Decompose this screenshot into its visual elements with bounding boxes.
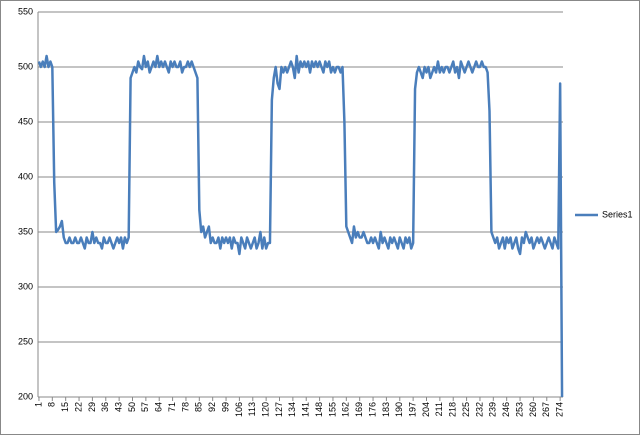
x-tick-label: 260 xyxy=(528,402,538,417)
x-tick-label: 15 xyxy=(60,402,70,412)
x-tick-label: 106 xyxy=(234,402,244,417)
x-tick-label: 64 xyxy=(154,402,164,412)
x-tick-label: 246 xyxy=(501,402,511,417)
series-line xyxy=(37,54,564,398)
x-tick-label: 176 xyxy=(367,402,377,417)
x-tick-label: 99 xyxy=(220,402,230,412)
x-tick-label: 36 xyxy=(100,402,110,412)
x-tick-label: 204 xyxy=(421,402,431,417)
x-tick-label: 232 xyxy=(474,402,484,417)
x-tick-label: 92 xyxy=(207,402,217,412)
y-tick-label: 350 xyxy=(18,226,33,236)
x-tick-label: 8 xyxy=(47,402,57,407)
x-tick-label: 85 xyxy=(194,402,204,412)
y-tick-label: 400 xyxy=(18,171,33,181)
y-tick-label: 200 xyxy=(18,391,33,401)
x-tick-label: 267 xyxy=(541,402,551,417)
x-tick-label: 134 xyxy=(287,402,297,417)
x-tick-label: 162 xyxy=(341,402,351,417)
x-tick-label: 155 xyxy=(327,402,337,417)
x-tick-label: 78 xyxy=(180,402,190,412)
x-tick-label: 22 xyxy=(73,402,83,412)
legend-label: Series1 xyxy=(602,209,633,219)
x-tick-label: 1 xyxy=(33,402,43,407)
x-tick-label: 120 xyxy=(261,402,271,417)
x-tick-label: 50 xyxy=(127,402,137,412)
y-tick-label: 300 xyxy=(18,281,33,291)
y-tick-label: 450 xyxy=(18,116,33,126)
x-tick-label: 43 xyxy=(114,402,124,412)
x-tick-label: 225 xyxy=(461,402,471,417)
x-tick-label: 239 xyxy=(488,402,498,417)
x-tick-label: 211 xyxy=(434,402,444,416)
x-tick-label: 253 xyxy=(514,402,524,417)
y-tick-label: 550 xyxy=(18,6,33,16)
x-tick-label: 113 xyxy=(247,402,257,416)
x-tick-label: 148 xyxy=(314,402,324,417)
y-tick-label: 250 xyxy=(18,336,33,346)
y-tick-label: 500 xyxy=(18,61,33,71)
x-tick-label: 183 xyxy=(381,402,391,417)
x-tick-label: 274 xyxy=(555,402,565,417)
x-tick-label: 127 xyxy=(274,402,284,417)
x-tick-label: 57 xyxy=(140,402,150,412)
x-tick-label: 197 xyxy=(408,402,418,417)
x-tick-label: 141 xyxy=(301,402,311,417)
x-tick-label: 169 xyxy=(354,402,364,417)
x-tick-label: 71 xyxy=(167,402,177,412)
x-tick-label: 29 xyxy=(87,402,97,412)
x-tick-label: 218 xyxy=(448,402,458,417)
x-tick-label: 190 xyxy=(394,402,404,417)
